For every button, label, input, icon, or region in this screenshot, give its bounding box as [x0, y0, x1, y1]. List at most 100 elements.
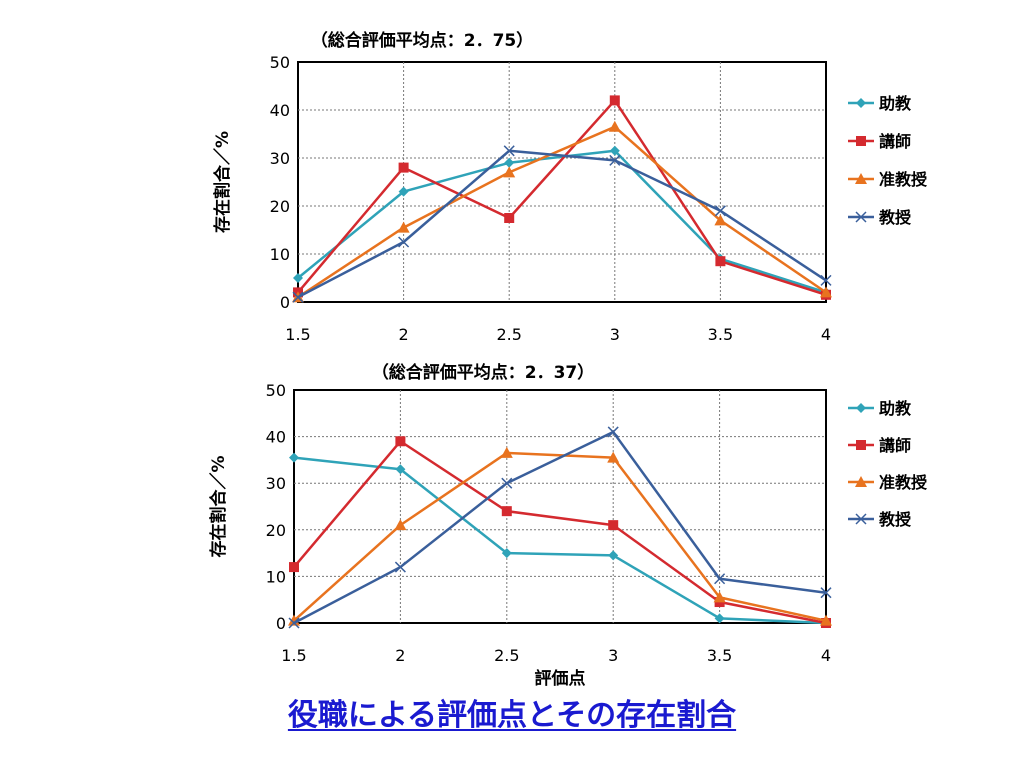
- legend-entry: 助教: [848, 399, 912, 418]
- x-axis-label: 評価点: [535, 668, 586, 689]
- legend-marker: [856, 98, 866, 108]
- legend-marker: [856, 403, 866, 413]
- series-line: [293, 451, 827, 622]
- data-point: [714, 613, 725, 624]
- legend-entry: 准教授: [848, 170, 928, 189]
- y-tick-label: 30: [266, 474, 286, 493]
- legend-label: 講師: [879, 132, 911, 151]
- series-line: [297, 149, 827, 299]
- y-tick-label: 40: [270, 101, 290, 120]
- series-4: [292, 145, 832, 303]
- legend-label: 教授: [879, 208, 912, 227]
- data-point: [288, 617, 300, 629]
- y-tick-label: 10: [270, 245, 290, 264]
- data-point: [288, 614, 300, 626]
- data-point: [820, 614, 832, 626]
- y-tick-label: 0: [276, 614, 286, 633]
- series-line: [297, 125, 827, 299]
- chart-2: 0 10 20 30 40 50 1.5 2 2.5 3 3.5 4 （総合評価平均点：2．37） 存在割…: [208, 362, 928, 689]
- legend-marker: [855, 476, 867, 487]
- x-tick-label: 2.5: [494, 646, 519, 665]
- data-point: [292, 291, 304, 303]
- legend-marker: [856, 136, 866, 146]
- x-tick-label: 2: [395, 646, 405, 665]
- legend-label: 准教授: [879, 473, 928, 492]
- data-point: [501, 548, 512, 559]
- data-point: [820, 286, 832, 298]
- data-point: [503, 145, 515, 157]
- x-tick-label: 4: [821, 646, 831, 665]
- series-line: [297, 99, 827, 296]
- x-tick-label: 1.5: [281, 646, 306, 665]
- x-tick-label: 3: [610, 325, 620, 344]
- data-point: [503, 166, 516, 178]
- data-point: [504, 213, 515, 223]
- plot-area: [297, 61, 827, 303]
- legend-label: 准教授: [879, 170, 928, 189]
- legend-entry: 講師: [848, 436, 911, 455]
- legend-marker: [856, 440, 866, 450]
- x-tick-label: 2: [399, 325, 409, 344]
- y-tick-label: 0: [280, 293, 290, 312]
- series-line: [293, 440, 827, 625]
- data-point: [398, 186, 409, 197]
- data-point: [395, 436, 406, 447]
- x-tick-label: 3: [608, 646, 618, 665]
- y-tick-label: 40: [266, 428, 286, 447]
- series-line: [293, 456, 827, 625]
- data-point: [609, 145, 620, 156]
- legend-marker: [855, 211, 867, 223]
- data-point: [398, 162, 409, 173]
- y-axis-label: 存在割合／%: [212, 131, 233, 233]
- legend-entry: 講師: [848, 132, 911, 151]
- data-point: [714, 214, 727, 226]
- data-point: [397, 221, 410, 233]
- data-point: [501, 506, 512, 517]
- y-tick-label: 20: [270, 197, 290, 216]
- data-point: [607, 451, 620, 463]
- series-line: [293, 430, 827, 625]
- data-point: [289, 562, 299, 573]
- data-point: [289, 452, 299, 463]
- y-tick-label: 50: [266, 381, 286, 400]
- series-3: [288, 446, 832, 626]
- legend-entry: 准教授: [848, 473, 928, 492]
- data-point: [715, 256, 726, 267]
- series-4: [288, 426, 832, 629]
- y-tick-label: 10: [266, 567, 286, 586]
- data-point: [820, 274, 832, 286]
- slide-title: 役職による評価点とその存在割合: [287, 698, 737, 733]
- legend-marker: [855, 173, 867, 184]
- x-tick-label: 4: [821, 325, 831, 344]
- data-point: [609, 95, 620, 106]
- data-point: [504, 157, 515, 168]
- chart-title: （総合評価平均点：2．37）: [372, 362, 595, 383]
- legend-entry: 教授: [848, 510, 912, 529]
- data-point: [609, 154, 621, 166]
- legend-entry: 教授: [848, 208, 912, 227]
- y-axis-label: 存在割合／%: [208, 455, 229, 557]
- legend-label: 講師: [879, 436, 911, 455]
- x-tick-label: 2.5: [496, 325, 521, 344]
- data-point: [608, 520, 619, 531]
- data-point: [293, 273, 303, 283]
- x-tick-label: 3.5: [707, 646, 732, 665]
- data-point: [820, 587, 832, 599]
- data-point: [607, 426, 619, 438]
- data-point: [608, 120, 621, 132]
- data-point: [501, 477, 513, 489]
- x-tick-label: 3.5: [708, 325, 733, 344]
- data-point: [395, 464, 406, 475]
- legend-label: 教授: [879, 510, 912, 529]
- data-point: [608, 550, 619, 561]
- data-point: [713, 591, 726, 603]
- legend-marker: [855, 513, 867, 525]
- data-point: [394, 519, 407, 531]
- y-tick-label: 50: [270, 53, 290, 72]
- chart-title: （総合評価平均点：2．75）: [311, 30, 534, 51]
- data-point: [500, 446, 513, 458]
- series-1: [289, 452, 831, 628]
- legend-entry: 助教: [848, 94, 912, 113]
- chart-1: 0 10 20 30 40 50 1.5 2 2.5 3 3.5 4 （総合評価平均点：2．75） 存在割…: [212, 30, 928, 344]
